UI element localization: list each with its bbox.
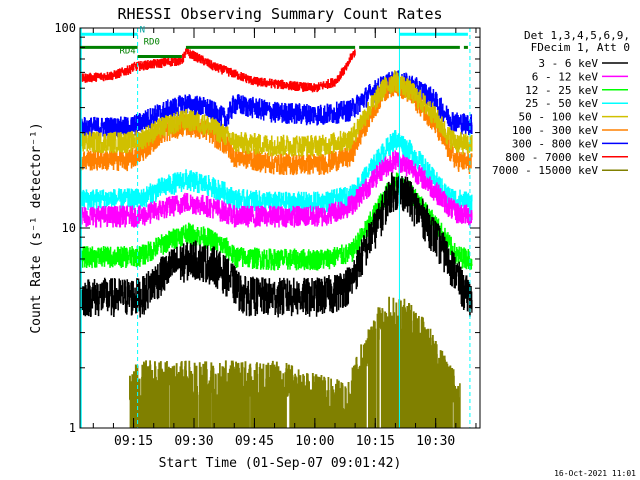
legend: Det 1,3,4,5,6,9,FDecim 1, Att 0 3 - 6 keV… (492, 29, 630, 177)
series-line-7 (80, 47, 356, 93)
legend-header-0: Det 1,3,4,5,6,9, (524, 29, 630, 42)
legend-label-6: 300 - 800 keV (512, 137, 598, 150)
footer-timestamp: 16-Oct-2021 11:01 (554, 469, 636, 478)
x-tick-label: 10:15 (356, 434, 395, 449)
x-axis-label: Start Time (01-Sep-07 09:01:42) (159, 456, 402, 471)
series-line-0 (80, 172, 473, 318)
legend-label-0: 3 - 6 keV (538, 57, 598, 70)
x-tick-label: 09:30 (174, 434, 213, 449)
legend-header-1: FDecim 1, Att 0 (531, 41, 630, 54)
x-tick-label: 10:30 (416, 434, 455, 449)
legend-label-2: 12 - 25 keV (525, 84, 598, 97)
legend-label-3: 25 - 50 keV (525, 97, 598, 110)
legend-label-4: 50 - 100 keV (519, 111, 599, 124)
flag-label-rd0: RD0 (144, 37, 160, 47)
legend-label-5: 100 - 300 keV (512, 124, 598, 137)
legend-label-1: 6 - 12 keV (532, 70, 599, 83)
series-line-4 (80, 70, 473, 157)
x-tick-label: 10:00 (295, 434, 334, 449)
series-line-3 (80, 129, 473, 214)
legend-label-8: 7000 - 15000 keV (492, 164, 598, 177)
series-line-8 (129, 296, 461, 428)
chart-title: RHESSI Observing Summary Count Rates (117, 5, 442, 23)
y-tick-label: 100 (54, 21, 76, 35)
legend-label-7: 800 - 7000 keV (505, 151, 598, 164)
y-tick-label: 1 (69, 421, 76, 435)
y-tick-label: 10 (62, 221, 76, 235)
flag-label-n: N (140, 25, 145, 35)
x-tick-label: 09:45 (235, 434, 274, 449)
series-line-1 (80, 150, 473, 228)
y-axis-label: Count Rate (s⁻¹ detector⁻¹) (29, 122, 44, 333)
plot-data (80, 28, 473, 428)
series-line-6 (80, 70, 473, 139)
axes: N RD0 RD4 1 10 100 09:15 09:30 09:45 10:00 10:15 10… (54, 21, 480, 449)
x-tick-label: 09:15 (114, 434, 153, 449)
flag-label-rd4: RD4 (119, 47, 135, 57)
